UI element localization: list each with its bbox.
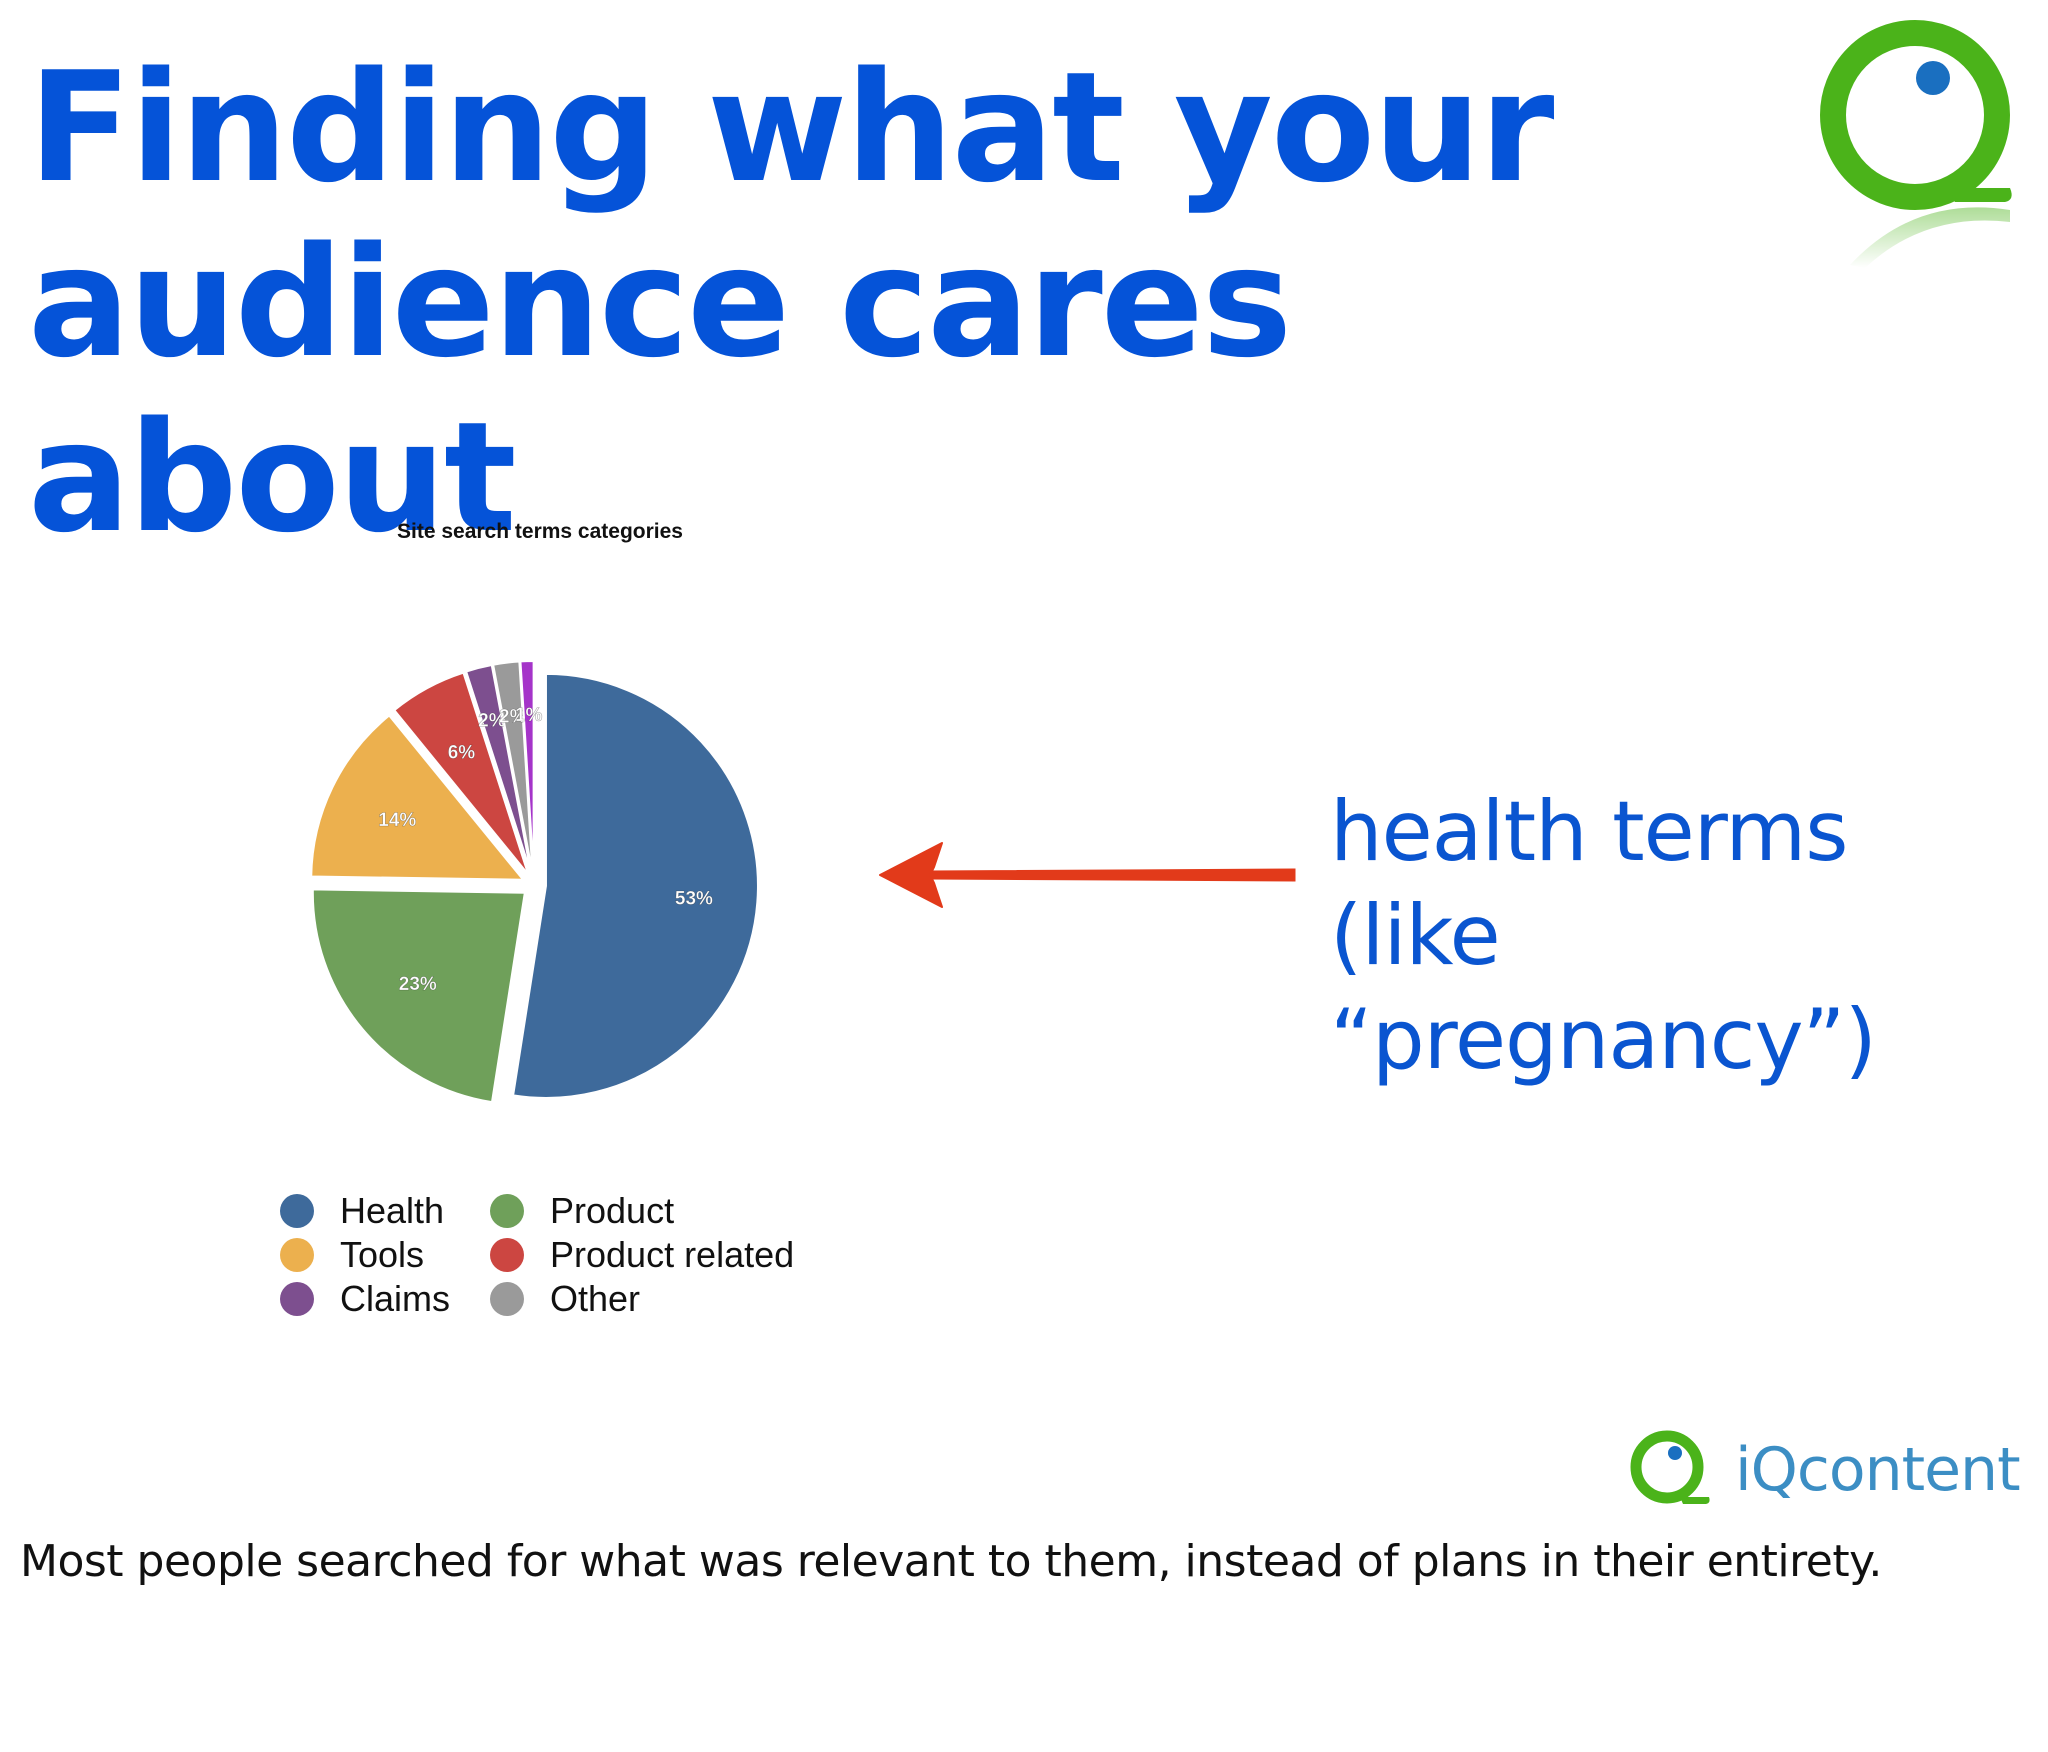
legend-label: Claims [340,1278,451,1319]
annotation-line-2: “pregnancy”) [1330,991,1877,1088]
iq-logo-icon [1820,20,2012,268]
legend-label: Tools [340,1234,425,1275]
legend-item-product: Product [490,1190,674,1232]
pie-slice-product [311,888,526,1104]
slide-title: Finding what your audience cares about [28,40,1728,565]
pie-label-tools: 14% [378,810,416,831]
legend-swatch [280,1238,314,1272]
legend-label: Other [550,1278,641,1319]
pie-slice-tools [310,714,526,881]
annotation-text: health terms (like “pregnancy”) [1330,780,2030,1092]
pie-label-product: 23% [399,974,437,995]
pie-slice-claims [464,663,533,874]
pie-slice-other [492,660,534,874]
legend-label: Health [340,1190,445,1231]
pie-slice-health [511,672,759,1099]
legend-label: Product [550,1190,675,1231]
pie-label-other-purple-: 1% [515,705,543,726]
iq-small-logo-icon [1630,1430,1710,1504]
legend-item-other: Other [490,1278,640,1320]
legend-swatch [280,1282,314,1316]
legend-item-tools: Tools [280,1234,424,1276]
legend-label: Product related [550,1234,795,1275]
legend-item-claims: Claims [280,1278,450,1320]
pie-label-health: 53% [675,888,713,909]
brand-logo: iQcontent [1625,1420,2025,1520]
legend-item-product-related: Product related [490,1234,794,1276]
pie-label-claims: 2% [478,710,506,731]
pie-label-product-related: 6% [448,743,476,764]
title-line-2: audience cares about [28,214,1292,566]
legend-swatch [490,1238,524,1272]
pie-svg: 53%23%14%6%2%2%1% [310,660,759,1104]
legend-swatch [490,1282,524,1316]
pie-slice-other-purple- [519,660,535,874]
title-line-1: Finding what your [28,39,1554,216]
legend-swatch [280,1194,314,1228]
slide-caption: Most people searched for what was releva… [20,1536,1882,1587]
pie-chart: Site search terms categories 53% 23% 14% 6%… [220,510,860,1330]
brand-name: iQcontent [1735,1435,2021,1505]
annotation-line-1: health terms (like [1330,783,1849,984]
arrow-left-icon [879,842,1296,908]
pie-label-other: 2% [499,706,527,727]
chart-title: Site search terms categories [397,520,683,543]
legend-item-health: Health [280,1190,444,1232]
pie-slice-product-related [392,671,530,876]
legend-swatch [490,1194,524,1228]
